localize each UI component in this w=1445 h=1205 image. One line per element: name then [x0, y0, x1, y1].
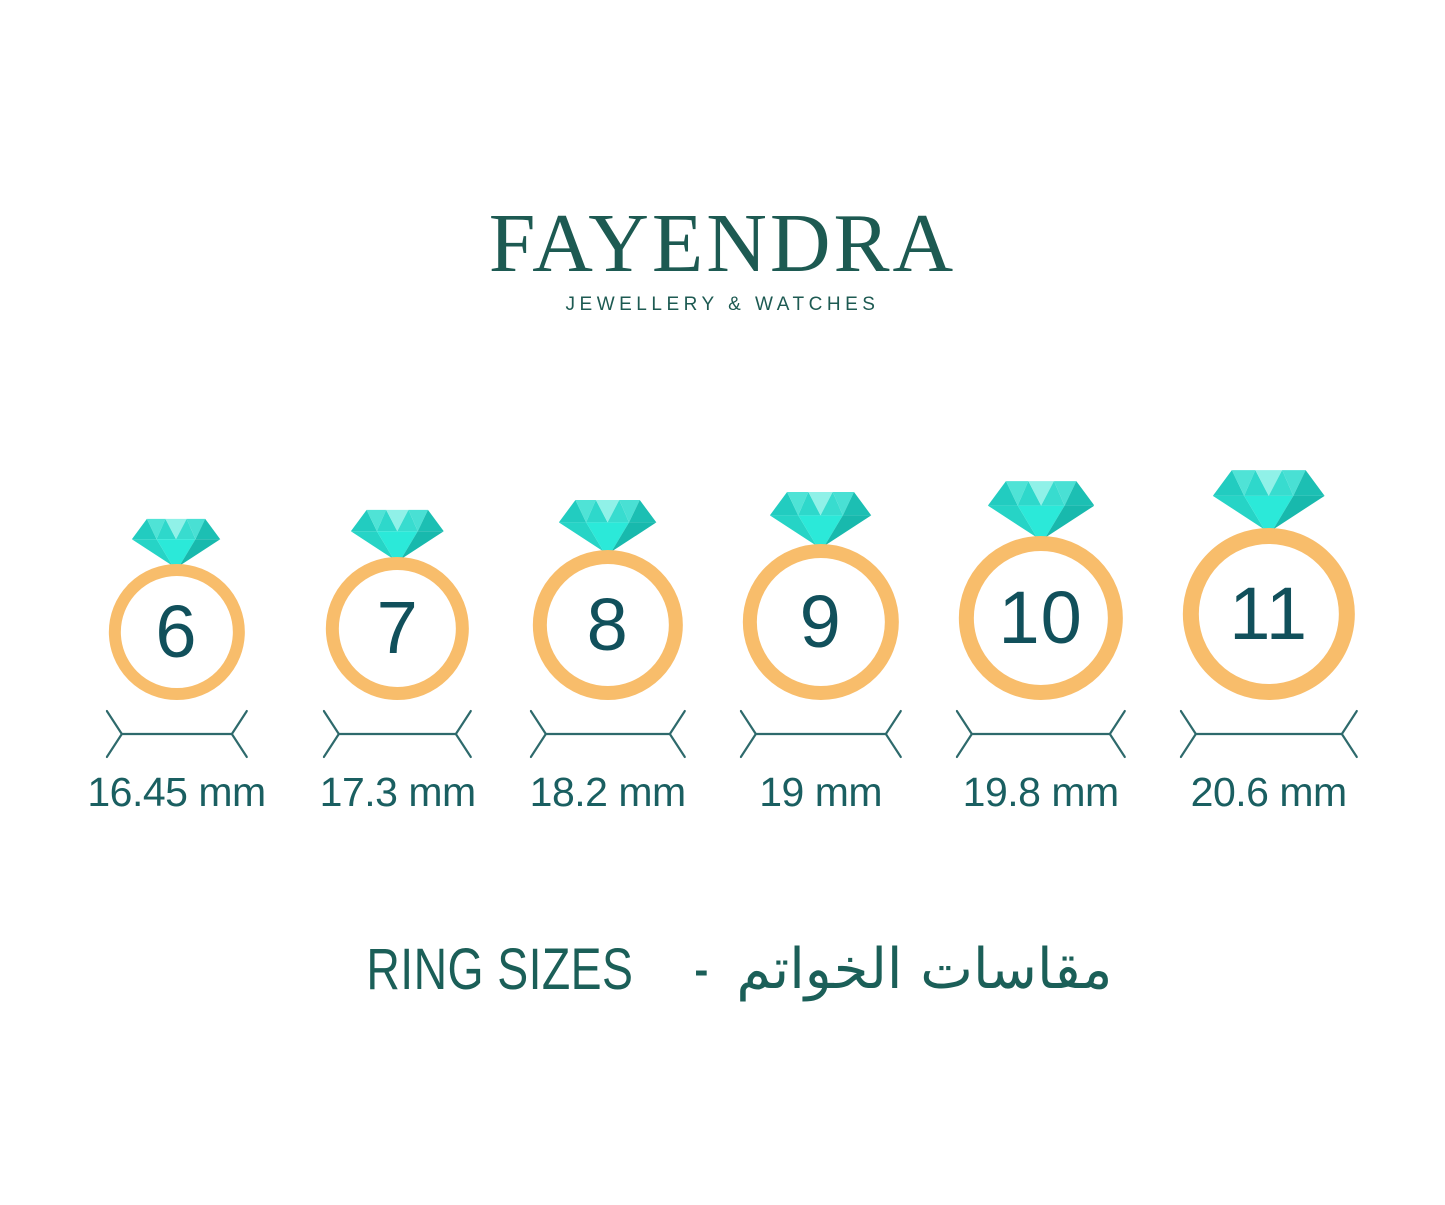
chart-title: RING SIZES - مقاسات الخواتم	[0, 936, 1445, 1003]
ring-figure: 7 17.3 mm	[320, 509, 476, 815]
ring-band: 6	[108, 563, 245, 700]
ring-figure: 9 19 mm	[739, 491, 902, 815]
brand-tagline: JEWELLERY & WATCHES	[565, 294, 880, 315]
ring-size-number: 9	[799, 579, 842, 663]
diameter-label: 16.45 mm	[87, 768, 266, 815]
diameter-label: 19.8 mm	[962, 768, 1120, 815]
ring-figure: 10 19.8 mm	[955, 480, 1126, 815]
ring-band: 10	[958, 535, 1123, 700]
ring-size-number: 6	[155, 589, 198, 673]
ring-band: 9	[742, 543, 899, 700]
brand-header: FAYENDRA JEWELLERY & WATCHES	[0, 197, 1445, 315]
ring-figure: 6 16.45 mm	[87, 518, 266, 815]
diamond-icon	[351, 509, 445, 560]
ring-size-number: 10	[998, 575, 1083, 659]
diamond-icon	[769, 492, 872, 546]
diameter-label: 17.3 mm	[319, 768, 477, 815]
ring-band: 8	[532, 549, 683, 700]
ring-size-number: 7	[376, 586, 419, 670]
dimension-line	[739, 709, 902, 759]
dimension-line	[1179, 709, 1358, 759]
title-separator: -	[694, 945, 709, 993]
dimension-line	[955, 709, 1126, 759]
ring-figure: 11 20.6 mm	[1179, 469, 1358, 815]
diamond-icon	[1212, 470, 1325, 530]
title-arabic: مقاسات الخواتم	[736, 937, 1113, 1002]
rings-row: 6 16.45 mm 7 17.3 mm	[87, 469, 1358, 815]
ring-band: 11	[1182, 527, 1355, 700]
ring-size-number: 8	[586, 582, 629, 666]
diameter-label: 19 mm	[759, 768, 883, 815]
diamond-icon	[132, 519, 221, 567]
brand-logo: FAYENDRA	[488, 197, 957, 290]
dimension-line	[105, 709, 248, 759]
diameter-label: 18.2 mm	[529, 768, 687, 815]
dimension-line	[529, 709, 686, 759]
dimension-line	[323, 709, 473, 759]
title-english: RING SIZES	[365, 936, 633, 1002]
ring-band: 7	[326, 556, 470, 700]
ring-size-number: 11	[1229, 571, 1309, 655]
ring-figure: 8 18.2 mm	[529, 499, 687, 815]
diameter-label: 20.6 mm	[1190, 768, 1348, 815]
diamond-icon	[987, 481, 1094, 538]
diamond-icon	[558, 500, 657, 552]
